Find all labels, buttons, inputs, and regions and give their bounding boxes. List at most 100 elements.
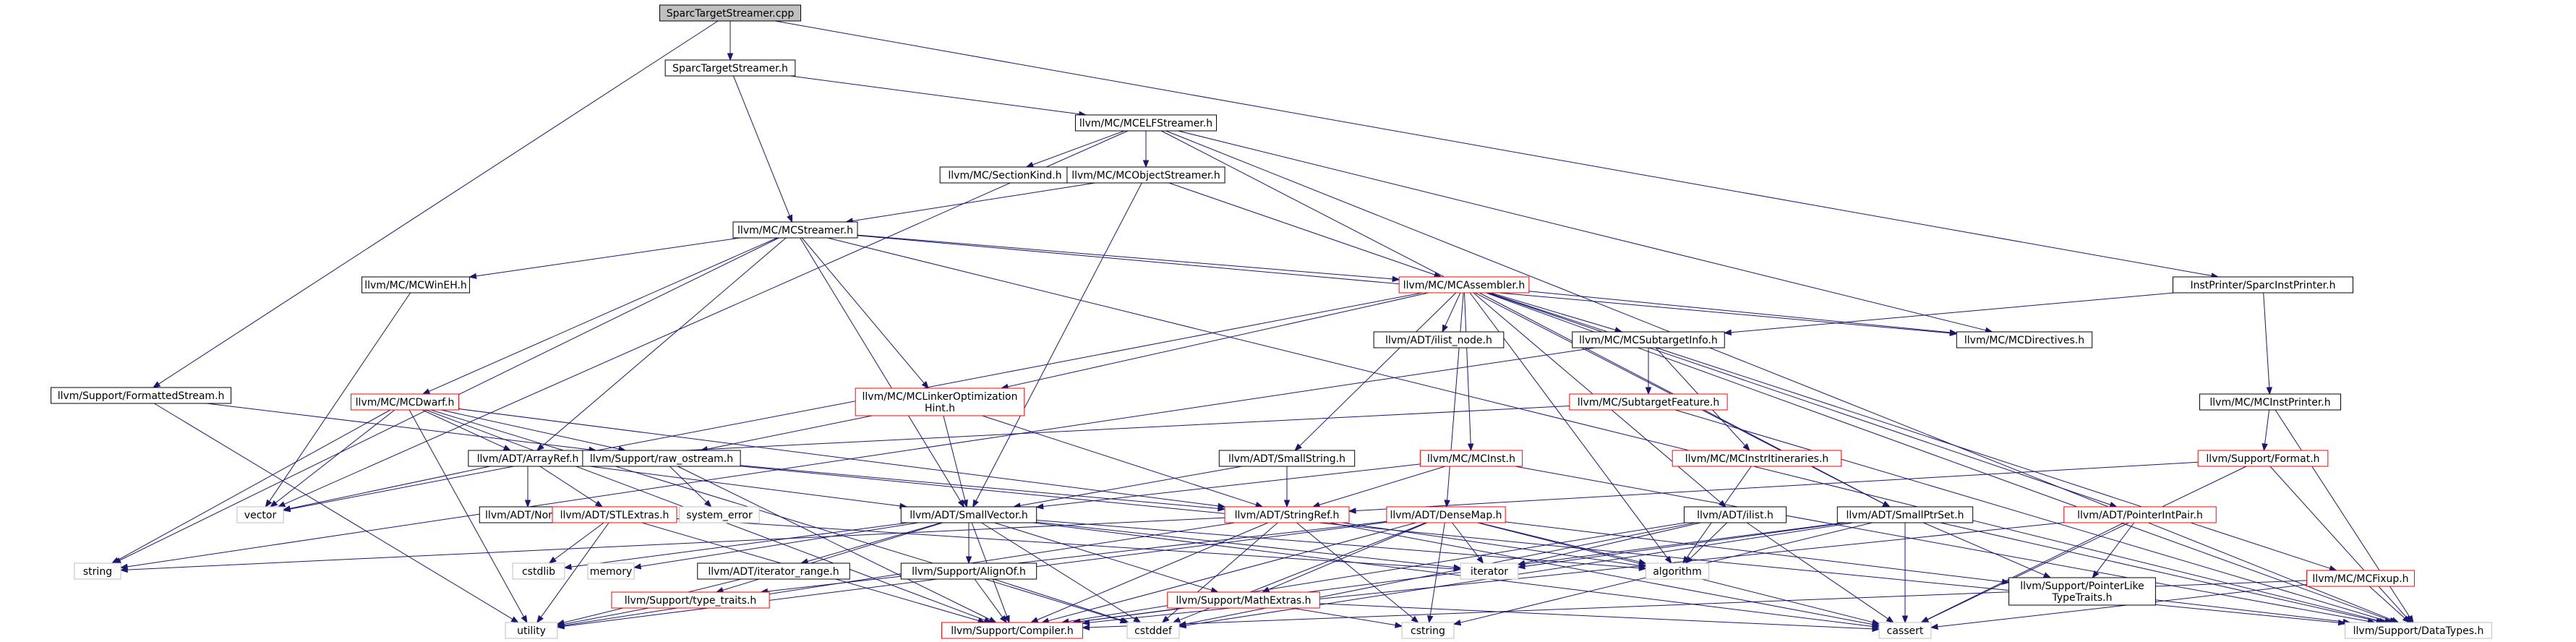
node-box [1074, 114, 1218, 132]
edge-smallptrset-to-ptrliketypetraits [1923, 522, 2052, 578]
node-box [2345, 622, 2492, 639]
node-mcdirectives[interactable]: llvm/MC/MCDirectives.h [1956, 331, 2093, 348]
node-utility[interactable]: utility [505, 622, 558, 639]
node-box [1836, 506, 1974, 523]
node-label: llvm/Support/Format.h [2206, 453, 2319, 465]
node-memory[interactable]: memory [587, 562, 635, 580]
node-ilist_node[interactable]: llvm/ADT/ilist_node.h [1373, 331, 1505, 348]
node-box [74, 562, 121, 580]
edge-stringref-to-cstring [1296, 522, 1419, 623]
node-box [1398, 276, 1530, 294]
edge-mcassembler-to-smallstring [1294, 292, 1457, 451]
edge-mcstreamer-to-mcassembler [857, 234, 1400, 283]
node-arrayref[interactable]: llvm/ADT/ArrayRef.h [468, 450, 588, 467]
node-mcstreamer[interactable]: llvm/MC/MCStreamer.h [732, 221, 858, 239]
edge-mcassembler-to-mcinst [1464, 292, 1474, 452]
edge-densemap-to-ptrliketypetraits [1505, 521, 2010, 585]
edge-mcinst-to-stringref [1311, 466, 1446, 508]
node-algorithm[interactable]: algorithm [1645, 562, 1710, 580]
node-datatypes[interactable]: llvm/Support/DataTypes.h [2345, 622, 2492, 639]
node-stlextras[interactable]: llvm/ADT/STLExtras.h [552, 506, 677, 523]
node-alignof[interactable]: llvm/Support/AlignOf.h [900, 562, 1037, 580]
node-label: llvm/ADT/iterator_range.h [708, 566, 839, 578]
node-densemap[interactable]: llvm/ADT/DenseMap.h [1386, 506, 1506, 523]
node-box [2173, 276, 2353, 294]
node-ilist[interactable]: llvm/ADT/ilist.h [1683, 506, 1787, 523]
node-mcinstprinter[interactable]: llvm/MC/MCInstPrinter.h [2199, 393, 2342, 411]
node-box [2306, 570, 2415, 587]
edge-raw_ostream-to-system_error [669, 466, 712, 508]
node-label: llvm/ADT/StringRef.h [1235, 510, 1340, 521]
node-smallvector[interactable]: llvm/ADT/SmallVector.h [900, 506, 1037, 523]
node-iterator[interactable]: iterator [1460, 562, 1519, 580]
node-string[interactable]: string [74, 562, 121, 580]
node-vector[interactable]: vector [236, 506, 284, 523]
edge-mcelf-to-vector [277, 130, 1129, 508]
node-mcelf[interactable]: llvm/MC/MCELFStreamer.h [1074, 114, 1218, 132]
node-iterator_range[interactable]: llvm/ADT/iterator_range.h [697, 562, 850, 580]
node-label: llvm/MC/SectionKind.h [948, 170, 1061, 181]
edge-smallvector-to-memory [633, 522, 919, 570]
node-sts_h[interactable]: SparcTargetStreamer.h [664, 59, 796, 77]
node-cstdlib[interactable]: cstdlib [512, 562, 565, 580]
node-label: llvm/ADT/DenseMap.h [1390, 510, 1502, 521]
edge-pointerintpair-to-cassert [1920, 522, 2124, 623]
node-subtargetfeature[interactable]: llvm/MC/SubtargetFeature.h [1569, 393, 1728, 411]
node-support_format[interactable]: llvm/Support/Format.h [2197, 450, 2329, 467]
node-instprinter[interactable]: InstPrinter/SparcInstPrinter.h [2173, 276, 2353, 294]
edge-mcsubtarget-to-string [119, 347, 1596, 570]
node-box [611, 591, 770, 609]
node-system_error[interactable]: system_error [679, 506, 760, 523]
node-label: llvm/ADT/STLExtras.h [560, 510, 669, 521]
node-label: system_error [686, 510, 753, 521]
node-mcobjstream[interactable]: llvm/MC/MCObjectStreamer.h [1066, 166, 1225, 184]
node-cstring[interactable]: cstring [1401, 622, 1455, 639]
node-cstddef[interactable]: cstddef [1126, 622, 1180, 639]
node-mcassembler[interactable]: llvm/MC/MCAssembler.h [1398, 276, 1530, 294]
node-compiler[interactable]: llvm/Support/Compiler.h [941, 622, 1084, 639]
node-box [1878, 622, 1932, 639]
node-formatted[interactable]: llvm/Support/FormattedStream.h [51, 387, 231, 404]
node-cassert[interactable]: cassert [1878, 622, 1932, 639]
node-none[interactable]: llvm/ADT/None.h [479, 506, 577, 523]
node-mcinst[interactable]: llvm/MC/MCInst.h [1419, 450, 1523, 467]
edge-mcassembler-to-mcsubtarget [1490, 292, 1623, 333]
edge-mcassembler-to-mcdirectives [1528, 291, 1958, 336]
node-mcdwarf[interactable]: llvm/MC/MCDwarf.h [351, 393, 459, 411]
node-smallstring[interactable]: llvm/ADT/SmallString.h [1218, 450, 1356, 467]
node-label: utility [517, 625, 546, 637]
node-label: llvm/ADT/SmallPtrSet.h [1847, 510, 1964, 521]
node-raw_ostream[interactable]: llvm/Support/raw_ostream.h [582, 450, 741, 467]
node-label: llvm/Support/Compiler.h [951, 625, 1074, 637]
node-pointerintpair[interactable]: llvm/ADT/PointerIntPair.h [2063, 506, 2217, 523]
edge-mcstreamer-to-smallvector [800, 237, 965, 508]
edge-mcsubtarget-to-subtargetfeature [1645, 348, 1652, 395]
node-mathextras[interactable]: llvm/Support/MathExtras.h [1167, 591, 1320, 609]
edge-ilist-to-cstddef [1178, 522, 1695, 628]
edge-root-to-sts_h [727, 21, 734, 61]
node-label: llvm/MC/MCLinkerOptimization [863, 391, 1018, 403]
node-sectionkind[interactable]: llvm/MC/SectionKind.h [939, 166, 1071, 184]
node-stringref[interactable]: llvm/ADT/StringRef.h [1224, 506, 1350, 523]
edge-mcelf-to-mcobjstream [1142, 131, 1150, 168]
node-mcwineh[interactable]: llvm/MC/MCWinEH.h [361, 276, 470, 294]
edge-mcstreamer-to-mcdwarf [422, 237, 778, 395]
edge-ilist-to-cassert [1746, 522, 1894, 623]
edge-mcdwarf-to-string [111, 409, 391, 564]
node-smallptrset[interactable]: llvm/ADT/SmallPtrSet.h [1836, 506, 1974, 523]
node-box [361, 276, 470, 294]
node-root[interactable]: SparcTargetStreamer.cpp [659, 4, 802, 22]
edge-subtargetfeature-to-datatypes [1674, 409, 2393, 624]
node-label: string [83, 566, 112, 578]
node-type_traits[interactable]: llvm/Support/type_traits.h [611, 591, 770, 609]
node-mcsubtarget[interactable]: llvm/MC/MCSubtargetInfo.h [1572, 331, 1725, 348]
node-mcinstritin[interactable]: llvm/MC/MCInstrItineraries.h [1672, 450, 1842, 467]
node-box [2063, 506, 2217, 523]
edge-mclinker-to-raw_ostream [699, 415, 873, 453]
edge-arrayref-to-smallvector [587, 466, 908, 509]
node-mcfixup[interactable]: llvm/MC/MCFixup.h [2306, 570, 2415, 587]
node-box [1373, 331, 1505, 348]
node-box [1419, 450, 1523, 467]
